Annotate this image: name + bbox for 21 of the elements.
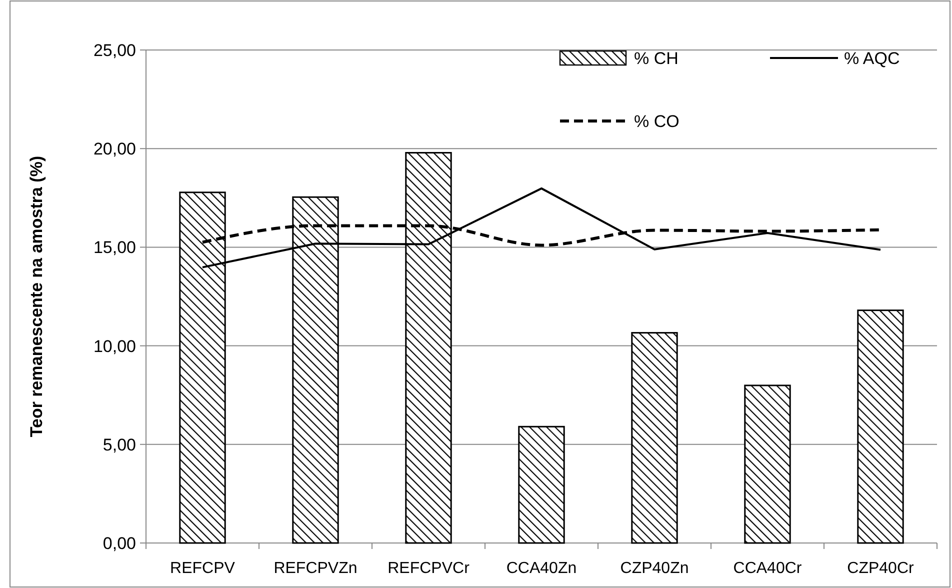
bar (631, 332, 678, 544)
x-tick-label: REFCPVZn (274, 560, 358, 577)
y-axis-title: Teor remanescente na amostra (%) (27, 156, 46, 438)
y-tick-label: 5,00 (102, 435, 136, 454)
bar (744, 384, 791, 544)
x-tick-label: CZP40Zn (620, 560, 689, 577)
x-tick-label: REFCPV (170, 560, 236, 577)
x-tick-label: CZP40Cr (847, 560, 915, 577)
y-tick-label: 25,00 (93, 40, 136, 60)
bar (857, 310, 904, 544)
legend-label: % CH (634, 48, 678, 68)
bar (518, 426, 565, 544)
legend-label: % CO (634, 112, 680, 131)
y-tick-label: 10,00 (93, 336, 136, 356)
y-tick-label: 0,00 (102, 534, 136, 553)
y-tick-label: 20,00 (93, 140, 136, 159)
x-tick-label: CCA40Cr (733, 560, 802, 577)
legend-label: % AQC (844, 48, 900, 68)
x-tick-label: REFCPVCr (388, 560, 470, 577)
x-tick-label: CCA40Zn (506, 560, 577, 577)
y-tick-label: 15,00 (93, 238, 136, 258)
